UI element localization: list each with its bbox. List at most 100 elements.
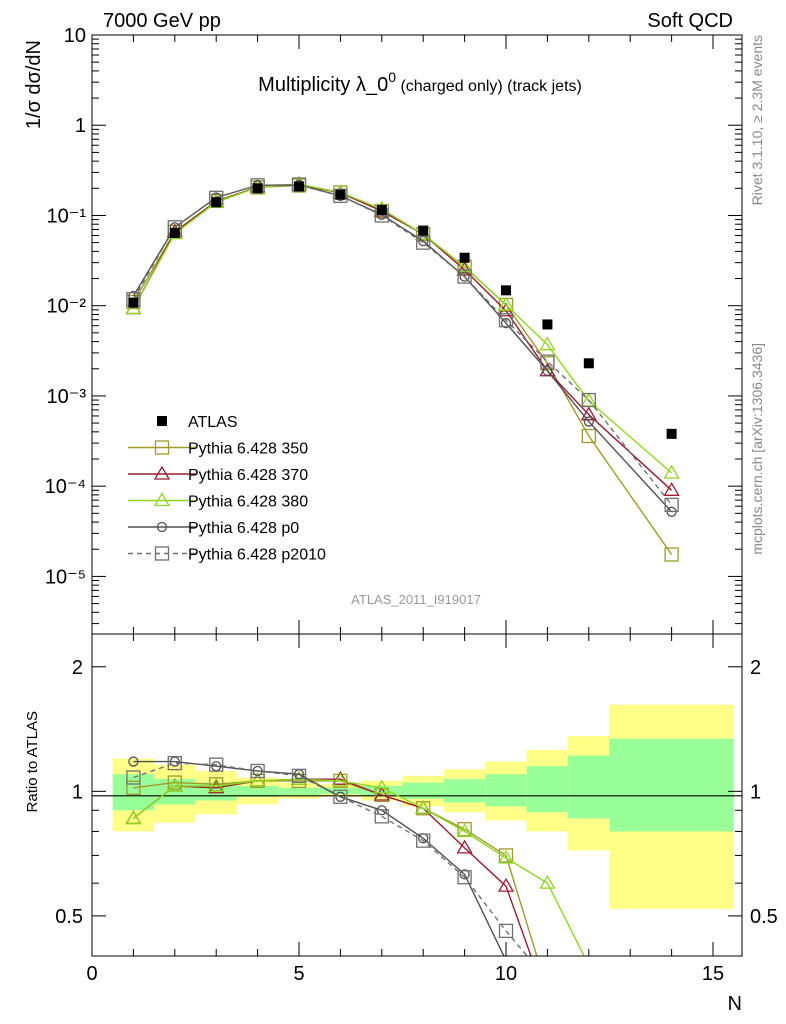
ratio-pythia-6-428-380-point <box>208 777 225 792</box>
x-tick-label: 15 <box>702 963 724 985</box>
ratio-pythia-6-428-380-point <box>166 777 183 792</box>
ratio-pythia-6-428-p2010-point <box>541 973 554 986</box>
ratio-pythia-6-428-p2010-point <box>209 757 224 772</box>
main-pythia-6-428-370-point <box>580 406 597 421</box>
ratio-inner-band <box>609 738 734 832</box>
chart-title: Multiplicity λ_00 (charged only) (track … <box>258 69 582 96</box>
main-y-tick-label: 10⁻³ <box>47 386 87 408</box>
ratio-pythia-6-428-380-point <box>373 779 390 794</box>
ratio-pythia-6-428-380-point <box>623 973 637 985</box>
ratio-pythia-6-428-p2010-point <box>416 833 431 848</box>
main-atlas-point <box>128 297 139 308</box>
main-pythia-6-428-380-point <box>539 336 556 351</box>
mcplots-side-label: mcplots.cern.ch [arXiv:1306.3436] <box>749 343 765 555</box>
ratio-pythia-6-428-370-point <box>332 770 349 785</box>
ratio-pythia-6-428-380-line <box>132 778 585 956</box>
legend-pythia-6-428-370-marker <box>153 465 171 480</box>
main-pythia-6-428-p0-point <box>500 318 512 329</box>
ratio-pythia-6-428-370-point <box>456 839 473 854</box>
ratio-inner-band <box>443 779 486 803</box>
ratio-inner-band <box>278 787 320 795</box>
legend-pythia-6-428-p2010-marker <box>154 546 170 561</box>
main-atlas-point <box>211 197 222 208</box>
ratio-y-axis-label: Ratio to ATLAS <box>24 711 41 812</box>
ratio-pythia-6-428-p2010-point <box>126 770 141 785</box>
ratio-pythia-6-428-p0-line <box>133 760 505 956</box>
legend-atlas-marker <box>157 416 167 426</box>
main-pythia-6-428-p2010-point <box>416 235 431 250</box>
legend-pythia-6-428-370-label: Pythia 6.428 370 <box>188 467 308 484</box>
main-y-tick-label: 10 <box>64 25 86 47</box>
main-atlas-point <box>583 358 594 369</box>
ratio-pythia-6-428-p0-point <box>459 869 470 880</box>
rivet-side-label: Rivet 3.1.10, ≥ 2.3M events <box>749 35 765 205</box>
ratio-pythia-6-428-380-point <box>456 823 473 838</box>
ratio-pythia-6-428-p0-point <box>128 756 139 767</box>
main-pythia-6-428-p0-point <box>459 271 470 282</box>
ratio-pythia-6-428-p2010-point <box>167 755 182 771</box>
ratio-y-tick-label-right: 2 <box>750 657 761 679</box>
ratio-pythia-6-428-370-point <box>497 877 515 892</box>
ratio-y-tick-label: 0.5 <box>55 906 83 928</box>
legend-pythia-6-428-p2010-label: Pythia 6.428 p2010 <box>188 547 326 564</box>
ratio-pythia-6-428-p0-point <box>252 765 263 777</box>
main-y-tick-label: 10⁻¹ <box>47 205 87 227</box>
ratio-y-tick-label-right: 0.5 <box>750 906 778 928</box>
main-pythia-6-428-p2010-point <box>540 354 555 369</box>
main-pythia-6-428-p2010-point <box>664 497 679 513</box>
ratio-pythia-6-428-p2010-point <box>374 809 389 824</box>
legend-pythia-6-428-350-marker <box>154 440 170 455</box>
legend-atlas-label: ATLAS <box>188 414 238 431</box>
ratio-pythia-6-428-p2010-point <box>250 763 265 779</box>
main-atlas-point <box>335 189 346 200</box>
main-atlas-point <box>294 181 305 192</box>
main-pythia-6-428-380-point <box>497 296 515 311</box>
main-y-axis-label: 1/σ dσ/dN <box>23 40 45 129</box>
ratio-pythia-6-428-p2010-point <box>498 923 514 939</box>
x-axis-label: N <box>728 993 742 1015</box>
main-atlas-point <box>169 227 180 238</box>
ratio-pythia-6-428-380-point <box>249 772 266 787</box>
ratio-pythia-6-428-p2010-point <box>333 789 348 804</box>
ratio-pythia-6-428-380-point <box>497 849 515 864</box>
main-pythia-6-428-p0-line <box>132 184 673 513</box>
x-tick-label: 0 <box>86 963 97 985</box>
chart-title-superscript: 0 <box>388 69 396 85</box>
ratio-pythia-6-428-350-point <box>126 780 141 795</box>
ratio-pythia-6-428-380-point <box>415 799 432 814</box>
ratio-pythia-6-428-380-point <box>332 772 349 787</box>
ratio-pythia-6-428-380-point <box>582 958 596 970</box>
legend-pythia-6-428-380-label: Pythia 6.428 380 <box>188 494 308 511</box>
ratio-y-tick-label: 1 <box>72 781 83 803</box>
main-atlas-point <box>666 428 677 439</box>
ratio-inner-band <box>568 755 610 819</box>
main-pythia-6-428-p2010-point <box>333 188 348 203</box>
ratio-pythia-6-428-380-point <box>125 810 142 825</box>
ratio-pythia-6-428-350-point <box>541 984 554 997</box>
main-atlas-point <box>542 319 553 330</box>
ratio-inner-band <box>361 786 403 796</box>
legend-pythia-6-428-p0-label: Pythia 6.428 p0 <box>188 520 299 537</box>
main-atlas-point <box>459 252 470 263</box>
ratio-pythia-6-428-p0-point <box>543 1003 552 1012</box>
ratio-pythia-6-428-370-point <box>208 779 225 794</box>
ratio-pythia-6-428-350-point <box>457 822 472 837</box>
chart-title-main: Multiplicity λ_0 <box>258 74 388 96</box>
legend-pythia-6-428-350-label: Pythia 6.428 350 <box>188 441 308 458</box>
header-right-label: Soft QCD <box>647 10 733 32</box>
x-tick-label: 5 <box>293 963 304 985</box>
main-pythia-6-428-350-point <box>664 547 679 562</box>
main-pythia-6-428-380-point <box>663 464 680 479</box>
main-plot-frame <box>91 34 743 635</box>
main-pythia-6-428-p2010-point <box>498 313 514 328</box>
ratio-pythia-6-428-380-point <box>539 874 556 889</box>
legend-pythia-6-428-p0-marker <box>156 521 168 533</box>
main-pythia-6-428-350-point <box>581 428 596 444</box>
ratio-pythia-6-428-350-point <box>167 775 182 790</box>
header-left-label: 7000 GeV pp <box>103 10 221 32</box>
ratio-pythia-6-428-p2010-point <box>457 870 472 885</box>
ratio-y-tick-label-right: 1 <box>750 781 761 803</box>
main-pythia-6-428-p2010-line <box>132 183 673 506</box>
ratio-pythia-6-428-370-point <box>373 786 390 801</box>
